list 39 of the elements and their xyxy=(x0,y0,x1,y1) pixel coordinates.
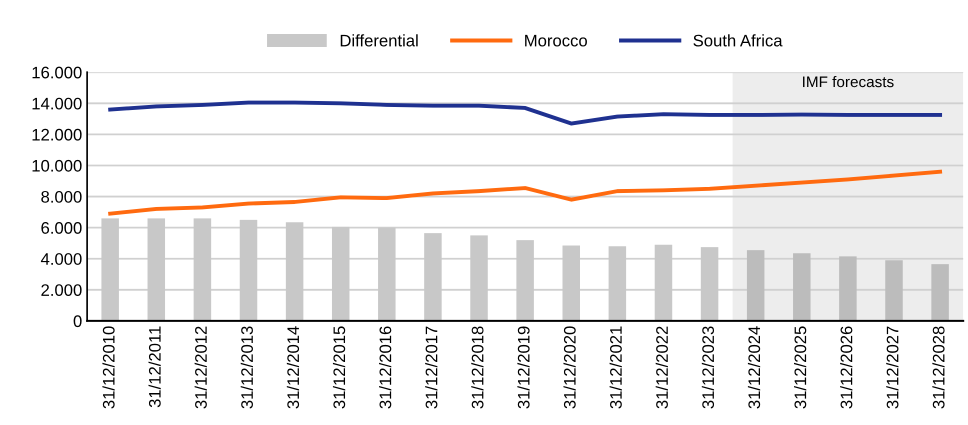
y-tick-label: 16.000 xyxy=(32,66,82,78)
legend-label: South Africa xyxy=(693,34,783,46)
y-tick-label: 12.000 xyxy=(32,128,82,141)
x-tick-label: 31/12/2023 xyxy=(702,326,714,409)
x-tick-label: 31/12/2018 xyxy=(471,326,484,409)
line-series xyxy=(108,100,942,126)
x-tick-label: 31/12/2015 xyxy=(332,326,346,409)
x-tick-label: 31/12/2020 xyxy=(563,326,576,409)
y-tick-label: 4.000 xyxy=(40,253,82,265)
x-tick-label: 31/12/2011 xyxy=(148,326,161,408)
x-tick-label: 31/12/2016 xyxy=(379,326,392,409)
y-tick-label: 2.000 xyxy=(41,284,82,296)
x-tick-label: 31/12/2019 xyxy=(517,326,530,409)
legend-label: Differential xyxy=(340,34,418,46)
bar xyxy=(793,253,811,321)
x-tick-label: 31/12/2017 xyxy=(425,326,438,409)
x-tick-label: 31/12/2025 xyxy=(794,326,806,409)
x-tick-label: 31/12/2028 xyxy=(932,326,945,409)
y-tick-label: 8.000 xyxy=(41,190,82,203)
band-label: IMF forecasts xyxy=(803,76,894,88)
y-tick-label: 14.000 xyxy=(32,98,82,110)
line-series xyxy=(108,170,942,216)
y-tick-label: 6.000 xyxy=(41,222,82,234)
x-tick-label: 31/12/2026 xyxy=(840,326,852,409)
x-tick-label: 31/12/2021 xyxy=(610,326,622,409)
x-tick-label: 31/12/2013 xyxy=(240,326,253,409)
bar xyxy=(746,250,764,321)
x-tick-label: 31/12/2022 xyxy=(656,326,668,409)
x-tick-label: 31/12/2012 xyxy=(194,326,207,409)
bar xyxy=(931,264,949,321)
bar xyxy=(839,256,857,321)
bar xyxy=(885,260,903,321)
x-tick-label: 31/12/2027 xyxy=(886,326,898,409)
y-tick-label: 10.000 xyxy=(32,160,82,172)
x-tick-label: 31/12/2010 xyxy=(102,326,115,409)
y-tick-label: 0 xyxy=(74,315,82,328)
x-tick-label: 31/12/2014 xyxy=(286,326,300,409)
x-tick-label: 31/12/2024 xyxy=(748,326,760,409)
legend-label: Morocco xyxy=(525,34,587,46)
